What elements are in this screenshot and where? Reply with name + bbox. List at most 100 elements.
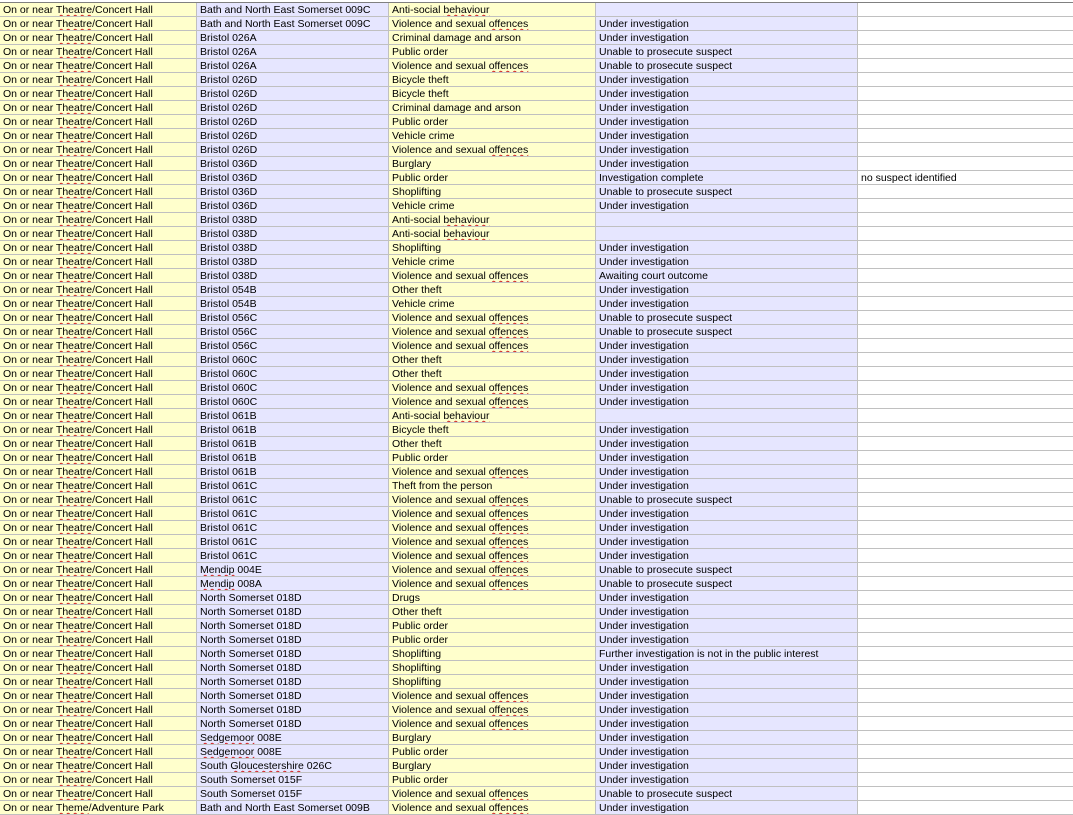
outcome-detail-cell[interactable]	[858, 773, 1073, 787]
outcome-cell[interactable]: Under investigation	[596, 381, 858, 395]
outcome-detail-cell[interactable]	[858, 87, 1073, 101]
crime-type-cell[interactable]: Bicycle theft	[389, 423, 596, 437]
crime-type-cell[interactable]: Violence and sexual offences	[389, 535, 596, 549]
location-cell[interactable]: On or near Theatre/Concert Hall	[0, 255, 197, 269]
lsoa-cell[interactable]: Bristol 061C	[197, 549, 389, 563]
outcome-cell[interactable]: Unable to prosecute suspect	[596, 45, 858, 59]
outcome-detail-cell[interactable]	[858, 633, 1073, 647]
outcome-cell[interactable]: Under investigation	[596, 717, 858, 731]
lsoa-cell[interactable]: North Somerset 018D	[197, 633, 389, 647]
location-cell[interactable]: On or near Theatre/Concert Hall	[0, 437, 197, 451]
lsoa-cell[interactable]: Bristol 036D	[197, 199, 389, 213]
outcome-cell[interactable]: Under investigation	[596, 31, 858, 45]
outcome-cell[interactable]: Under investigation	[596, 521, 858, 535]
lsoa-cell[interactable]: Bristol 061B	[197, 409, 389, 423]
location-cell[interactable]: On or near Theatre/Concert Hall	[0, 17, 197, 31]
location-cell[interactable]: On or near Theatre/Concert Hall	[0, 143, 197, 157]
lsoa-cell[interactable]: Bristol 056C	[197, 311, 389, 325]
lsoa-cell[interactable]: North Somerset 018D	[197, 591, 389, 605]
crime-type-cell[interactable]: Theft from the person	[389, 479, 596, 493]
lsoa-cell[interactable]: Bristol 061C	[197, 479, 389, 493]
outcome-cell[interactable]: Under investigation	[596, 115, 858, 129]
outcome-cell[interactable]: Under investigation	[596, 479, 858, 493]
lsoa-cell[interactable]: Bristol 038D	[197, 269, 389, 283]
outcome-detail-cell[interactable]	[858, 787, 1073, 801]
crime-type-cell[interactable]: Shoplifting	[389, 661, 596, 675]
outcome-detail-cell[interactable]	[858, 731, 1073, 745]
location-cell[interactable]: On or near Theatre/Concert Hall	[0, 661, 197, 675]
outcome-detail-cell[interactable]	[858, 129, 1073, 143]
outcome-detail-cell[interactable]	[858, 297, 1073, 311]
crime-type-cell[interactable]: Public order	[389, 171, 596, 185]
crime-type-cell[interactable]: Other theft	[389, 437, 596, 451]
lsoa-cell[interactable]: Bristol 054B	[197, 283, 389, 297]
crime-type-cell[interactable]: Other theft	[389, 283, 596, 297]
crime-type-cell[interactable]: Violence and sexual offences	[389, 577, 596, 591]
lsoa-cell[interactable]: Bristol 060C	[197, 381, 389, 395]
crime-type-cell[interactable]: Violence and sexual offences	[389, 563, 596, 577]
outcome-cell[interactable]: Under investigation	[596, 73, 858, 87]
lsoa-cell[interactable]: Bristol 036D	[197, 157, 389, 171]
crime-type-cell[interactable]: Violence and sexual offences	[389, 465, 596, 479]
crime-type-cell[interactable]: Shoplifting	[389, 185, 596, 199]
outcome-detail-cell[interactable]	[858, 689, 1073, 703]
crime-type-cell[interactable]: Vehicle crime	[389, 255, 596, 269]
outcome-detail-cell[interactable]	[858, 801, 1073, 815]
lsoa-cell[interactable]: Bristol 026A	[197, 59, 389, 73]
location-cell[interactable]: On or near Theatre/Concert Hall	[0, 773, 197, 787]
lsoa-cell[interactable]: Bristol 026D	[197, 143, 389, 157]
outcome-detail-cell[interactable]	[858, 17, 1073, 31]
crime-type-cell[interactable]: Other theft	[389, 605, 596, 619]
outcome-cell[interactable]	[596, 213, 858, 227]
outcome-detail-cell[interactable]	[858, 325, 1073, 339]
location-cell[interactable]: On or near Theatre/Concert Hall	[0, 563, 197, 577]
crime-type-cell[interactable]: Drugs	[389, 591, 596, 605]
outcome-cell[interactable]: Under investigation	[596, 507, 858, 521]
location-cell[interactable]: On or near Theatre/Concert Hall	[0, 213, 197, 227]
outcome-cell[interactable]: Under investigation	[596, 619, 858, 633]
crime-type-cell[interactable]: Violence and sexual offences	[389, 787, 596, 801]
location-cell[interactable]: On or near Theatre/Concert Hall	[0, 199, 197, 213]
outcome-cell[interactable]: Under investigation	[596, 199, 858, 213]
location-cell[interactable]: On or near Theatre/Concert Hall	[0, 325, 197, 339]
crime-type-cell[interactable]: Violence and sexual offences	[389, 703, 596, 717]
outcome-detail-cell[interactable]	[858, 101, 1073, 115]
outcome-detail-cell[interactable]	[858, 31, 1073, 45]
outcome-cell[interactable]: Under investigation	[596, 549, 858, 563]
location-cell[interactable]: On or near Theme/Adventure Park	[0, 801, 197, 815]
location-cell[interactable]: On or near Theatre/Concert Hall	[0, 689, 197, 703]
location-cell[interactable]: On or near Theatre/Concert Hall	[0, 87, 197, 101]
outcome-cell[interactable]: Under investigation	[596, 423, 858, 437]
lsoa-cell[interactable]: Sedgemoor 008E	[197, 745, 389, 759]
crime-type-cell[interactable]: Violence and sexual offences	[389, 269, 596, 283]
outcome-cell[interactable]: Under investigation	[596, 241, 858, 255]
location-cell[interactable]: On or near Theatre/Concert Hall	[0, 535, 197, 549]
crime-type-cell[interactable]: Burglary	[389, 731, 596, 745]
outcome-cell[interactable]: Under investigation	[596, 87, 858, 101]
location-cell[interactable]: On or near Theatre/Concert Hall	[0, 283, 197, 297]
outcome-cell[interactable]: Under investigation	[596, 395, 858, 409]
outcome-cell[interactable]	[596, 227, 858, 241]
lsoa-cell[interactable]: Bristol 061C	[197, 535, 389, 549]
outcome-detail-cell[interactable]	[858, 381, 1073, 395]
crime-type-cell[interactable]: Anti-social behaviour	[389, 213, 596, 227]
outcome-detail-cell[interactable]	[858, 759, 1073, 773]
crime-type-cell[interactable]: Public order	[389, 619, 596, 633]
outcome-cell[interactable]: Unable to prosecute suspect	[596, 577, 858, 591]
crime-type-cell[interactable]: Anti-social behaviour	[389, 3, 596, 17]
outcome-detail-cell[interactable]	[858, 157, 1073, 171]
crime-type-cell[interactable]: Bicycle theft	[389, 87, 596, 101]
crime-type-cell[interactable]: Criminal damage and arson	[389, 31, 596, 45]
lsoa-cell[interactable]: Bristol 036D	[197, 185, 389, 199]
outcome-detail-cell[interactable]	[858, 241, 1073, 255]
crime-type-cell[interactable]: Public order	[389, 773, 596, 787]
outcome-cell[interactable]: Under investigation	[596, 283, 858, 297]
lsoa-cell[interactable]: Bristol 056C	[197, 339, 389, 353]
location-cell[interactable]: On or near Theatre/Concert Hall	[0, 269, 197, 283]
location-cell[interactable]: On or near Theatre/Concert Hall	[0, 703, 197, 717]
outcome-detail-cell[interactable]	[858, 283, 1073, 297]
lsoa-cell[interactable]: South Somerset 015F	[197, 773, 389, 787]
lsoa-cell[interactable]: Bristol 061B	[197, 423, 389, 437]
outcome-cell[interactable]: Unable to prosecute suspect	[596, 787, 858, 801]
location-cell[interactable]: On or near Theatre/Concert Hall	[0, 549, 197, 563]
